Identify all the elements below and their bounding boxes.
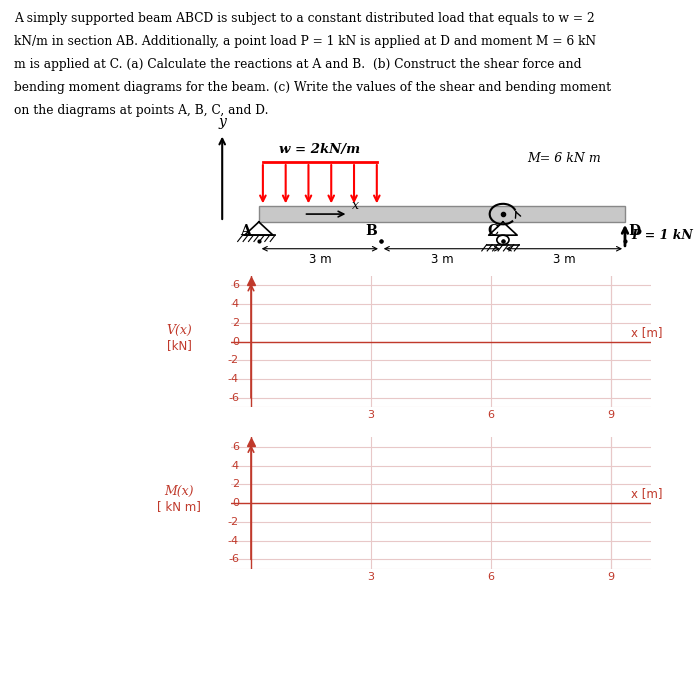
Text: -4: -4	[228, 374, 239, 384]
Text: 2: 2	[232, 479, 239, 489]
Text: 6: 6	[487, 411, 494, 421]
FancyBboxPatch shape	[259, 206, 625, 222]
Text: D: D	[628, 225, 640, 238]
Text: 9: 9	[608, 572, 615, 582]
Text: x: x	[352, 199, 359, 213]
Text: -6: -6	[228, 393, 239, 403]
Text: 4: 4	[232, 299, 239, 309]
Text: 4: 4	[232, 460, 239, 470]
Text: B: B	[365, 225, 377, 238]
Text: -4: -4	[228, 536, 239, 546]
Text: x [m]: x [m]	[631, 326, 662, 339]
Text: kN/m in section AB. Additionally, a point load P = 1 kN is applied at D and mome: kN/m in section AB. Additionally, a poin…	[14, 35, 596, 48]
Text: -6: -6	[228, 555, 239, 565]
Text: 6: 6	[487, 572, 494, 582]
Text: 2: 2	[232, 318, 239, 328]
Text: y: y	[218, 115, 226, 129]
Text: A simply supported beam ABCD is subject to a constant distributed load that equa: A simply supported beam ABCD is subject …	[14, 13, 595, 26]
Text: [kN]: [kN]	[167, 339, 191, 352]
Text: 3 m: 3 m	[552, 254, 575, 267]
Text: 3 m: 3 m	[430, 254, 453, 267]
Text: 3: 3	[368, 411, 374, 421]
Text: 6: 6	[232, 280, 239, 290]
Text: x [m]: x [m]	[631, 487, 662, 500]
Text: -2: -2	[228, 355, 239, 365]
Text: 9: 9	[608, 411, 615, 421]
Text: 0: 0	[232, 336, 239, 347]
Text: -2: -2	[228, 517, 239, 527]
Text: bending moment diagrams for the beam. (c) Write the values of the shear and bend: bending moment diagrams for the beam. (c…	[14, 81, 611, 94]
Text: C: C	[488, 225, 499, 238]
Text: 3: 3	[368, 572, 374, 582]
Text: A: A	[240, 225, 251, 238]
Text: m is applied at C. (a) Calculate the reactions at A and B.  (b) Construct the sh: m is applied at C. (a) Calculate the rea…	[14, 59, 582, 71]
Text: M(x): M(x)	[164, 485, 194, 498]
Text: 3 m: 3 m	[309, 254, 331, 267]
Text: 6: 6	[232, 441, 239, 452]
Text: on the diagrams at points A, B, C, and D.: on the diagrams at points A, B, C, and D…	[14, 104, 269, 117]
Text: 0: 0	[232, 498, 239, 508]
Text: P = 1 kN: P = 1 kN	[631, 229, 693, 242]
Text: V(x): V(x)	[166, 324, 192, 336]
Text: M= 6 kN m: M= 6 kN m	[527, 152, 601, 166]
Text: w = 2kN/m: w = 2kN/m	[279, 143, 360, 155]
Text: [ kN m]: [ kN m]	[157, 500, 201, 513]
